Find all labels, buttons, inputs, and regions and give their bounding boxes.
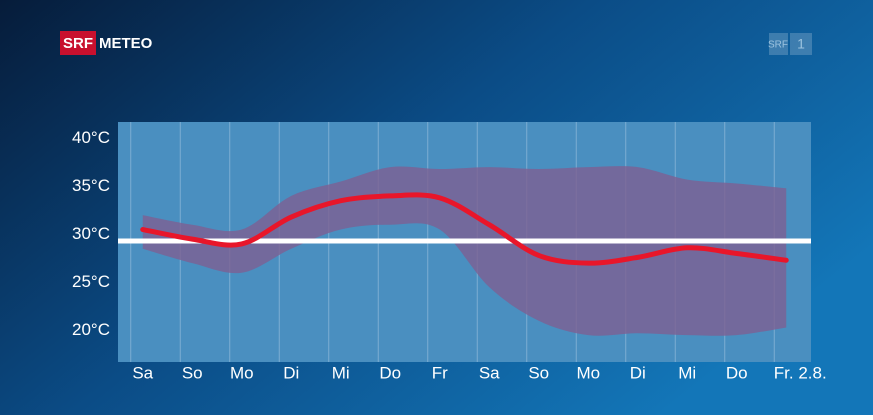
logo-box [60, 31, 96, 55]
channel-box [769, 33, 788, 55]
x-tick-label: Di [283, 363, 299, 382]
x-tick-label: Do [726, 363, 748, 382]
brand: SRF [63, 35, 93, 52]
y-tick-label: 40°C [72, 128, 110, 147]
x-tick-label: Sa [479, 363, 500, 382]
product: METEO [99, 35, 153, 52]
channel-box [790, 33, 812, 55]
channel-name: SRF [768, 40, 788, 51]
x-tick-label: Mo [576, 363, 600, 382]
range-band [142, 166, 787, 336]
x-tick-label: Mi [332, 363, 350, 382]
x-tick-label: Fr [432, 363, 448, 382]
x-tick-label: Mo [230, 363, 254, 382]
y-tick-label: 35°C [72, 176, 110, 195]
x-tick-label: Fr. 2.8. [774, 363, 827, 382]
y-tick-label: 30°C [72, 224, 110, 243]
channel-number: 1 [797, 36, 805, 52]
x-tick-label: Do [379, 363, 401, 382]
mean-line [140, 192, 789, 266]
x-tick-label: Di [630, 363, 646, 382]
y-tick-label: 20°C [72, 320, 110, 339]
x-tick-label: So [182, 363, 203, 382]
y-tick-label: 25°C [72, 272, 110, 291]
x-tick-label: Sa [132, 363, 153, 382]
x-tick-label: So [528, 363, 549, 382]
x-tick-label: Mi [678, 363, 696, 382]
